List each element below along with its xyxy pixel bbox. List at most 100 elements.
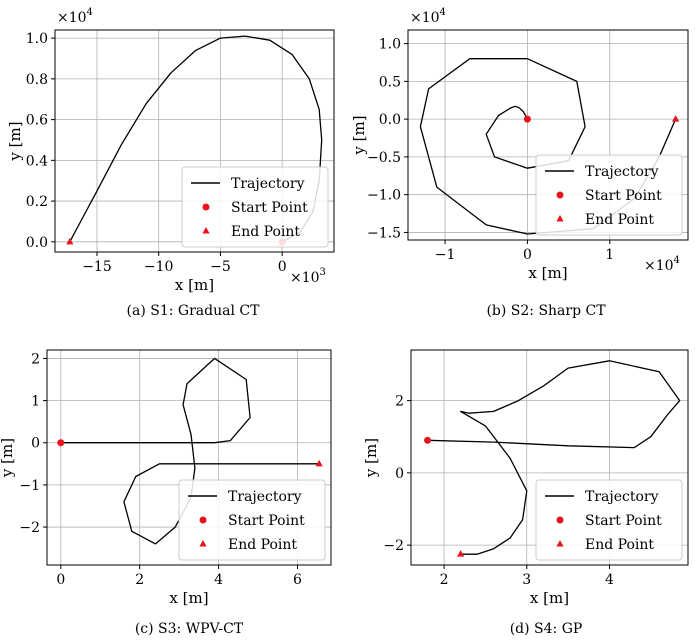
x-tick-label: 0 bbox=[56, 572, 65, 588]
y-axis-multiplier: ×104 bbox=[410, 7, 446, 26]
end-point-marker bbox=[315, 459, 323, 467]
legend-label: Trajectory bbox=[585, 489, 659, 505]
panel-caption: (d) S4: GP bbox=[510, 621, 583, 637]
legend-box bbox=[535, 154, 683, 236]
legend-box bbox=[181, 166, 329, 248]
panel-2: −1 0 1 −1.5 −1.0 −0.5 0.0 0.5 1.0 x [m] y [m] ×104 ×… bbox=[350, 7, 689, 319]
x-tick-label: −1 bbox=[435, 247, 456, 263]
legend-label: Start Point bbox=[585, 513, 662, 529]
legend: Trajectory Start Point End Point bbox=[181, 166, 329, 248]
legend: Trajectory Start Point End Point bbox=[535, 154, 683, 236]
x-axis-label: x [m] bbox=[169, 589, 208, 607]
legend-start-swatch bbox=[556, 191, 564, 199]
trajectory-line bbox=[60, 357, 320, 545]
x-tick-label: 1 bbox=[605, 247, 614, 263]
x-tick-label: 4 bbox=[605, 572, 614, 588]
legend-label: Trajectory bbox=[228, 489, 302, 505]
panel-3: 0 2 4 6 −2 −1 0 1 2 x [m] y [m] Trajectory Start Poi… bbox=[0, 349, 332, 637]
x-axis-multiplier-exponent: 3 bbox=[320, 267, 326, 278]
legend-label: End Point bbox=[228, 537, 297, 553]
start-point-marker bbox=[424, 436, 432, 444]
y-tick-label: −1.5 bbox=[367, 225, 401, 241]
x-axis-label: x [m] bbox=[528, 264, 567, 282]
end-point-marker bbox=[66, 237, 74, 245]
legend-label: End Point bbox=[231, 224, 300, 240]
y-tick-label: −1 bbox=[19, 478, 40, 494]
legend-end-swatch bbox=[199, 540, 207, 547]
x-tick-label: −15 bbox=[82, 259, 112, 275]
x-tick-label: 3 bbox=[522, 572, 531, 588]
y-axis-label: y [m] bbox=[6, 121, 24, 161]
panel-1: −15 −10 −5 0 0.0 0.2 0.4 0.6 0.8 1.0 x [m] y [m] ×10… bbox=[6, 7, 335, 319]
y-tick-label: 2 bbox=[395, 394, 404, 410]
legend-label: Start Point bbox=[585, 188, 662, 204]
y-tick-label: 0 bbox=[395, 466, 404, 482]
y-tick-label: 0.6 bbox=[26, 113, 48, 129]
panel-caption: (c) S3: WPV-CT bbox=[135, 621, 244, 637]
legend-label: Trajectory bbox=[231, 176, 305, 192]
x-tick-label: −10 bbox=[144, 259, 174, 275]
trajectory-line bbox=[427, 360, 681, 555]
y-tick-label: 1 bbox=[31, 394, 40, 410]
legend-label: End Point bbox=[585, 537, 654, 553]
x-tick-label: 2 bbox=[135, 572, 144, 588]
y-tick-label: 0.5 bbox=[379, 74, 401, 90]
start-point-marker bbox=[57, 439, 65, 447]
axes-frame bbox=[410, 349, 689, 566]
legend-end-swatch bbox=[556, 215, 564, 222]
panel-caption: (a) S1: Gradual CT bbox=[127, 303, 261, 319]
y-tick-label: −2 bbox=[19, 520, 40, 536]
y-axis-label: y [m] bbox=[362, 438, 380, 478]
x-axis-multiplier: ×103 bbox=[290, 267, 326, 286]
x-tick-label: −5 bbox=[210, 259, 231, 275]
start-point-marker bbox=[523, 115, 531, 123]
legend-label: Trajectory bbox=[585, 164, 659, 180]
end-point-marker bbox=[672, 115, 680, 122]
legend-end-swatch bbox=[202, 227, 210, 234]
y-tick-label: 1.0 bbox=[26, 31, 48, 47]
x-axis-label: x [m] bbox=[175, 276, 214, 294]
x-tick-label: 6 bbox=[293, 572, 302, 588]
y-tick-label: −1.0 bbox=[367, 188, 401, 204]
y-axis-multiplier-exponent: 4 bbox=[87, 7, 93, 18]
y-tick-label: −2 bbox=[383, 538, 404, 554]
x-axis-multiplier-exponent: 4 bbox=[674, 255, 680, 266]
axes-frame bbox=[46, 349, 332, 566]
y-tick-label: 0 bbox=[31, 436, 40, 452]
y-tick-label: −0.5 bbox=[367, 150, 401, 166]
legend-end-swatch bbox=[556, 540, 564, 547]
y-tick-label: 1.0 bbox=[379, 37, 401, 53]
axes-frame bbox=[407, 29, 689, 241]
axes-frame bbox=[54, 29, 335, 253]
y-tick-label: 0.0 bbox=[379, 112, 401, 128]
legend-box bbox=[178, 479, 326, 561]
x-tick-label: 0 bbox=[278, 259, 287, 275]
y-tick-label: 0.8 bbox=[26, 72, 48, 88]
y-tick-label: 0.0 bbox=[26, 235, 48, 251]
legend-label: Start Point bbox=[231, 200, 308, 216]
x-axis-label: x [m] bbox=[530, 589, 569, 607]
y-axis-multiplier: ×104 bbox=[57, 7, 93, 26]
panel-caption: (b) S2: Sharp CT bbox=[486, 303, 606, 319]
y-axis-label: y [m] bbox=[350, 115, 368, 155]
legend-start-swatch bbox=[199, 516, 207, 524]
legend: Trajectory Start Point End Point bbox=[178, 479, 326, 561]
x-tick-label: 4 bbox=[214, 572, 223, 588]
legend-label: Start Point bbox=[228, 513, 305, 529]
y-tick-label: 2 bbox=[31, 351, 40, 367]
y-tick-label: 0.4 bbox=[26, 153, 48, 169]
x-tick-label: 2 bbox=[440, 572, 449, 588]
x-tick-label: 0 bbox=[523, 247, 532, 263]
y-axis-label: y [m] bbox=[0, 438, 16, 478]
legend-start-swatch bbox=[202, 203, 210, 211]
legend: Trajectory Start Point End Point bbox=[535, 479, 683, 561]
legend-label: End Point bbox=[585, 212, 654, 228]
y-axis-multiplier-exponent: 4 bbox=[440, 7, 446, 18]
legend-box bbox=[535, 479, 683, 561]
end-point-marker bbox=[457, 550, 465, 557]
y-tick-label: 0.2 bbox=[26, 194, 48, 210]
x-axis-multiplier: ×104 bbox=[644, 255, 680, 274]
legend-start-swatch bbox=[556, 516, 564, 524]
panel-4: 2 3 4 −2 0 2 x [m] y [m] Trajectory Start Point En… bbox=[362, 349, 689, 637]
